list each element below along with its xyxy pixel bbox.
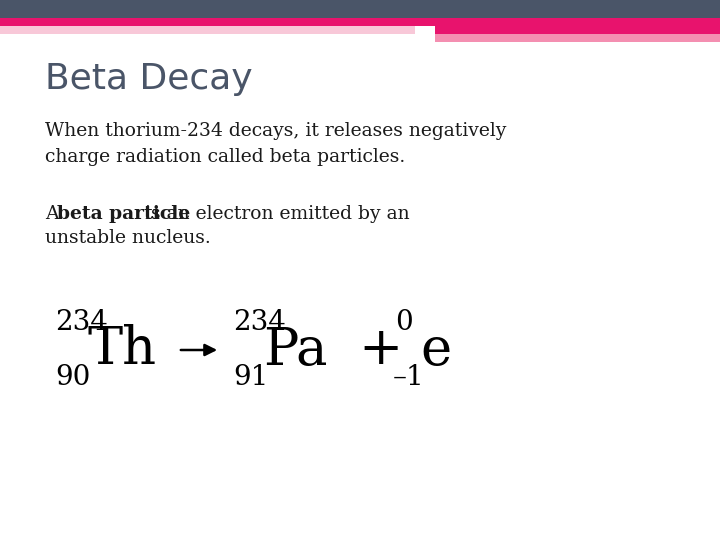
Text: 90: 90 — [55, 364, 91, 391]
Text: 91: 91 — [233, 364, 269, 391]
Text: beta particle: beta particle — [57, 205, 190, 223]
Text: Beta Decay: Beta Decay — [45, 62, 253, 96]
Bar — [435, 34, 720, 42]
Text: 0: 0 — [395, 309, 413, 336]
Bar — [0, 0, 720, 18]
Text: A: A — [45, 205, 65, 223]
Text: When thorium-234 decays, it releases negatively
charge radiation called beta par: When thorium-234 decays, it releases neg… — [45, 122, 506, 166]
Text: 234: 234 — [55, 309, 108, 336]
Text: is an electron emitted by an: is an electron emitted by an — [139, 205, 410, 223]
Text: 234: 234 — [233, 309, 286, 336]
Bar — [0, 26, 415, 34]
Text: unstable nucleus.: unstable nucleus. — [45, 229, 211, 247]
Bar — [0, 18, 720, 26]
Text: +: + — [358, 325, 402, 375]
Text: –1: –1 — [393, 364, 425, 391]
Text: e: e — [420, 325, 451, 375]
Bar — [435, 26, 720, 34]
Text: Pa: Pa — [263, 325, 328, 375]
Text: Th: Th — [87, 325, 156, 375]
